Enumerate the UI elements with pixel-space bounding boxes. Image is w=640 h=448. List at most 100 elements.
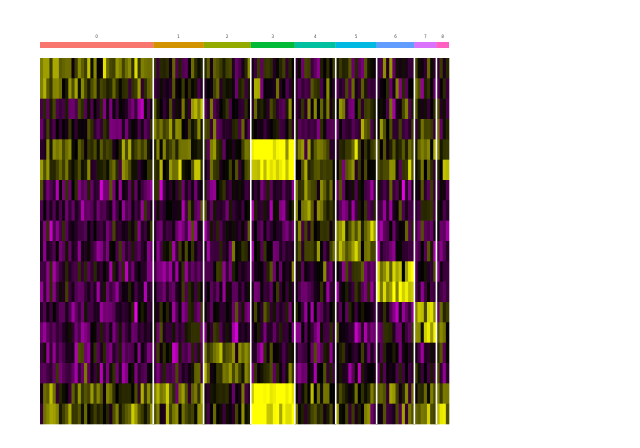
heatmap-cell [269, 119, 274, 140]
heatmap-cell [408, 261, 412, 282]
heatmap-cell [426, 241, 431, 262]
heatmap-cell [282, 261, 286, 282]
heatmap-cell [222, 363, 226, 384]
heatmap-cell [115, 200, 119, 221]
heatmap-cell [401, 342, 406, 364]
heatmap-cell [106, 159, 110, 181]
heatmap-cell [263, 159, 267, 181]
heatmap-cell [153, 322, 157, 343]
heatmap-cell [291, 139, 296, 160]
heatmap-cell [124, 159, 129, 181]
heatmap-cell [433, 58, 437, 79]
heatmap-cell [266, 180, 270, 201]
heatmap-cell [260, 363, 264, 384]
heatmap-cell [320, 139, 324, 160]
heatmap-cell [332, 220, 337, 242]
heatmap-cell [430, 180, 434, 201]
heatmap-cell [357, 78, 362, 99]
heatmap-cell [172, 403, 176, 425]
heatmap-cell [332, 281, 337, 303]
heatmap-cell [219, 159, 223, 181]
heatmap-cell [203, 261, 208, 282]
heatmap-cell [131, 322, 135, 343]
heatmap-cell [213, 159, 217, 181]
heatmap-cell [354, 322, 359, 343]
heatmap-cell [90, 58, 94, 79]
heatmap-cell [143, 200, 148, 221]
heatmap-cell [294, 403, 299, 425]
heatmap-cell [338, 139, 343, 160]
heatmap-cell [247, 383, 252, 404]
heatmap-cell [301, 261, 305, 282]
heatmap-cell [310, 322, 315, 343]
heatmap-cell [55, 200, 60, 221]
heatmap-cell [165, 363, 170, 384]
heatmap-cell [40, 119, 44, 140]
heatmap-cell [244, 322, 248, 343]
cluster-bar-0 [40, 42, 154, 48]
heatmap-cell [269, 281, 274, 303]
heatmap-cell [291, 241, 296, 262]
heatmap-cell [439, 383, 444, 404]
heatmap-cell [228, 180, 233, 201]
heatmap-cell [150, 139, 154, 160]
heatmap-cell [367, 403, 371, 425]
heatmap-cell [433, 98, 437, 120]
heatmap-cell [445, 363, 450, 384]
heatmap-cell [231, 58, 236, 79]
heatmap-cell [187, 322, 192, 343]
heatmap-cell [313, 78, 318, 99]
heatmap-cell [279, 139, 283, 160]
heatmap-cell [134, 58, 138, 79]
heatmap-cell [420, 383, 425, 404]
heatmap-cell [146, 139, 151, 160]
heatmap-cell [304, 302, 308, 323]
heatmap-cell [345, 383, 349, 404]
heatmap-cell [411, 98, 415, 120]
heatmap-cell [153, 302, 157, 323]
heatmap-cell [260, 78, 264, 99]
heatmap-cell [313, 261, 318, 282]
heatmap-cell [307, 241, 311, 262]
heatmap-cell [219, 119, 223, 140]
heatmap-cell [143, 241, 148, 262]
heatmap-cell [216, 139, 220, 160]
heatmap-cell [40, 220, 44, 242]
heatmap-cell [342, 180, 346, 201]
heatmap-cell [124, 139, 129, 160]
heatmap-cell [404, 58, 409, 79]
heatmap-cell [137, 159, 141, 181]
heatmap-cell [329, 241, 333, 262]
heatmap-cell [84, 98, 88, 120]
heatmap-cell [250, 78, 255, 99]
heatmap-cell [131, 200, 135, 221]
heatmap-cell [323, 281, 327, 303]
heatmap-cell [426, 281, 431, 303]
heatmap-cell [197, 78, 201, 99]
heatmap-cell [241, 200, 245, 221]
heatmap-cell [285, 200, 289, 221]
heatmap-cell [445, 200, 450, 221]
heatmap-cell [338, 200, 343, 221]
heatmap-cell [313, 322, 318, 343]
heatmap-cell [106, 180, 110, 201]
heatmap-cell [439, 363, 444, 384]
heatmap-cell [213, 180, 217, 201]
heatmap-cell [247, 58, 252, 79]
heatmap-cell [250, 139, 255, 160]
heatmap-cell [430, 403, 434, 425]
heatmap-cell [96, 78, 101, 99]
heatmap-cell [175, 342, 179, 364]
heatmap-cell [389, 363, 393, 384]
heatmap-cell [118, 180, 123, 201]
heatmap-cell [348, 78, 352, 99]
heatmap-cell [162, 241, 167, 262]
heatmap-cell [301, 403, 305, 425]
heatmap-cell [131, 241, 135, 262]
heatmap-cell [80, 342, 85, 364]
heatmap-cell [241, 241, 245, 262]
heatmap-cell [436, 363, 440, 384]
heatmap-cell [247, 281, 252, 303]
heatmap-cell [348, 180, 352, 201]
heatmap-cell [307, 322, 311, 343]
